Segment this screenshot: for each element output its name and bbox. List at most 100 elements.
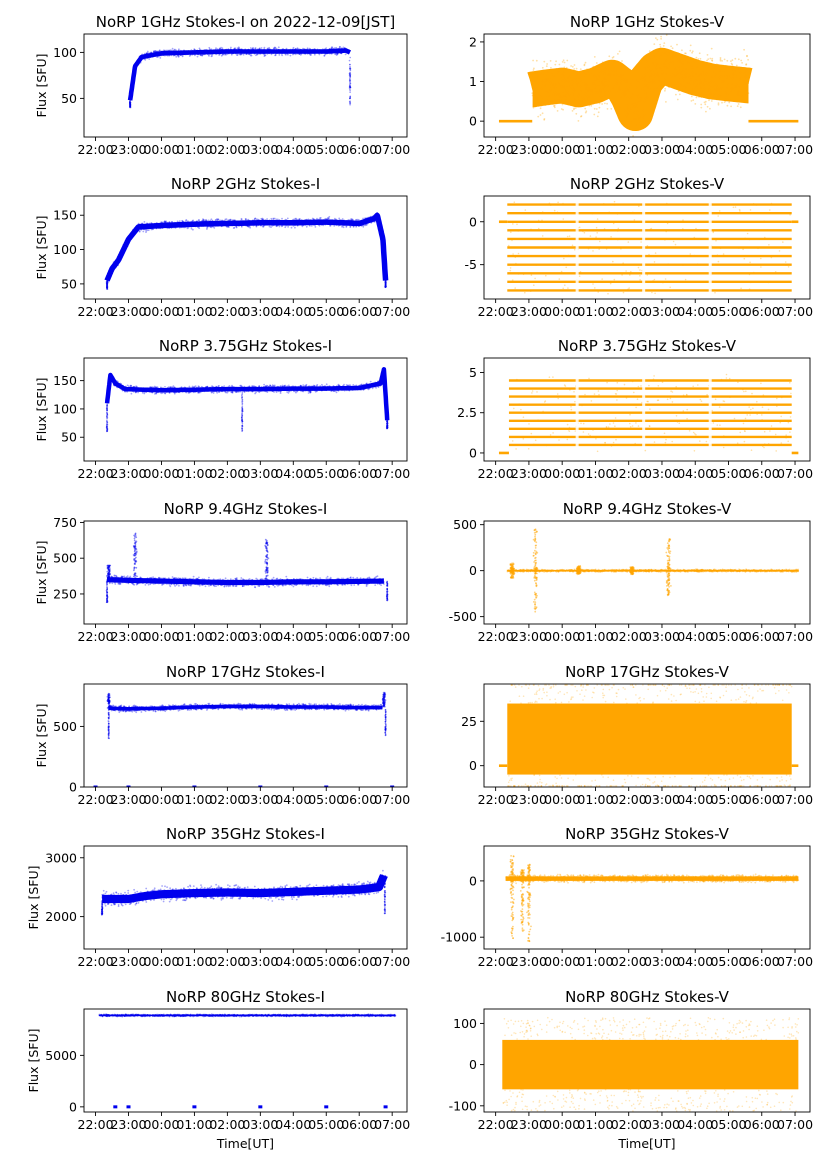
data-point [654, 58, 657, 61]
data-point [218, 53, 221, 56]
data-point [151, 55, 154, 58]
data-point [589, 73, 592, 75]
data-point [261, 221, 263, 224]
data-point [545, 274, 547, 277]
data-point [164, 51, 167, 53]
x-tick-label: 06:00 [744, 304, 780, 319]
data-point [192, 51, 195, 53]
data-point [730, 93, 732, 96]
data-point [606, 108, 609, 110]
data-point [299, 51, 302, 54]
data-point [735, 83, 738, 86]
data-point [229, 48, 232, 51]
data-point [344, 47, 346, 49]
data-point [249, 226, 252, 229]
data-point [602, 84, 605, 86]
data-point [295, 220, 298, 223]
data-point [626, 112, 629, 115]
data-point [199, 53, 202, 56]
data-point [686, 69, 689, 71]
data-point [614, 70, 617, 73]
data-point [589, 86, 592, 88]
data-point [744, 75, 747, 78]
x-tick-label: 01:00 [577, 304, 613, 319]
data-point [740, 69, 743, 72]
data-point [534, 86, 537, 89]
data-point [167, 49, 169, 52]
data-point [178, 52, 181, 55]
data-point [568, 83, 571, 85]
data-point [290, 219, 293, 222]
data-point [740, 287, 742, 290]
data-point [644, 67, 646, 70]
data-point [712, 86, 714, 89]
data-point [648, 56, 651, 59]
data-point [129, 99, 131, 102]
data-point [235, 49, 237, 52]
data-point [193, 51, 196, 54]
data-point [556, 110, 559, 112]
data-point [233, 219, 236, 222]
data-point [349, 96, 351, 99]
data-point [708, 69, 711, 72]
data-point [151, 53, 154, 56]
data-point [582, 74, 585, 76]
data-point [172, 53, 175, 56]
data-point [270, 226, 272, 229]
data-point [697, 93, 700, 96]
data-point [342, 226, 345, 229]
data-point [188, 50, 191, 53]
data-point [266, 47, 269, 50]
data-point [236, 52, 239, 55]
data-point [162, 226, 165, 229]
data-point [238, 224, 241, 227]
data-point [546, 90, 549, 93]
data-point [744, 70, 746, 73]
data-point [168, 50, 170, 52]
data-point [290, 226, 293, 229]
data-point [384, 282, 387, 285]
data-point [741, 62, 743, 64]
data-point [277, 48, 280, 51]
data-point [515, 262, 517, 265]
data-point [187, 50, 190, 52]
data-point [600, 82, 603, 84]
data-point [129, 103, 132, 105]
data-point [345, 49, 348, 51]
data-point [722, 71, 725, 73]
data-point [143, 52, 146, 55]
data-point [690, 95, 693, 98]
data-point [294, 53, 297, 56]
data-point [316, 50, 318, 53]
data-point [129, 102, 131, 105]
data-point [723, 101, 726, 103]
data-point [535, 59, 538, 62]
data-point [258, 221, 261, 223]
data-point [226, 51, 229, 53]
data-point [635, 107, 638, 109]
data-point [699, 80, 702, 83]
data-point [205, 51, 207, 53]
data-point [277, 51, 280, 53]
data-point [328, 220, 331, 223]
data-point [277, 224, 280, 227]
data-point [140, 55, 143, 58]
data-point [709, 107, 711, 110]
data-point [122, 250, 125, 253]
data-point [297, 49, 299, 52]
data-point [383, 258, 385, 261]
data-point [193, 50, 196, 53]
data-point [694, 79, 697, 82]
data-point [676, 56, 679, 59]
data-point [170, 54, 173, 57]
data-point [129, 105, 131, 107]
data-point [208, 51, 211, 54]
data-point [732, 68, 735, 71]
data-point [169, 224, 172, 227]
data-point [209, 51, 212, 53]
data-point [132, 75, 135, 78]
data-point [572, 79, 574, 82]
data-point [192, 219, 195, 222]
data-point [648, 87, 651, 90]
data-point [381, 236, 384, 239]
